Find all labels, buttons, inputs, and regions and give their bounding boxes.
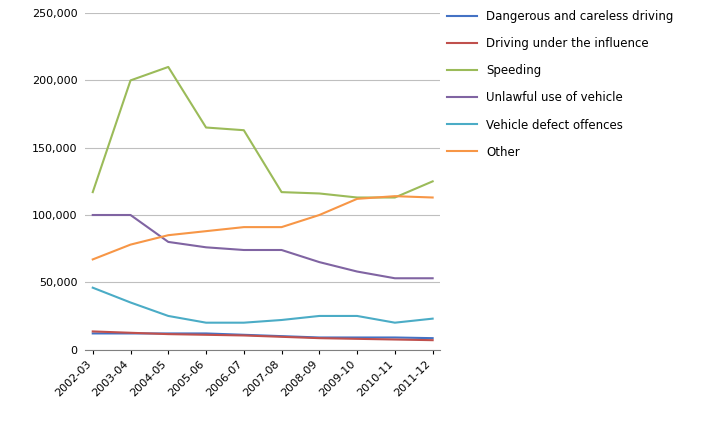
Unlawful use of vehicle xyxy=(315,260,324,265)
Other xyxy=(164,232,173,238)
Unlawful use of vehicle xyxy=(428,276,437,281)
Vehicle defect offences xyxy=(89,285,97,290)
Driving under the influence xyxy=(428,337,437,343)
Dangerous and careless driving xyxy=(315,335,324,340)
Driving under the influence xyxy=(239,333,248,338)
Vehicle defect offences xyxy=(428,316,437,321)
Driving under the influence xyxy=(164,332,173,337)
Speeding xyxy=(391,195,399,200)
Vehicle defect offences xyxy=(315,313,324,319)
Speeding xyxy=(353,195,361,200)
Legend: Dangerous and careless driving, Driving under the influence, Speeding, Unlawful : Dangerous and careless driving, Driving … xyxy=(444,7,677,162)
Speeding xyxy=(164,64,173,69)
Other xyxy=(391,194,399,199)
Other xyxy=(239,225,248,230)
Dangerous and careless driving xyxy=(239,332,248,337)
Line: Other: Other xyxy=(93,196,432,260)
Unlawful use of vehicle xyxy=(202,245,210,250)
Driving under the influence xyxy=(353,336,361,341)
Line: Vehicle defect offences: Vehicle defect offences xyxy=(93,288,432,323)
Other xyxy=(278,225,286,230)
Dangerous and careless driving xyxy=(164,331,173,336)
Vehicle defect offences xyxy=(278,317,286,323)
Driving under the influence xyxy=(315,336,324,341)
Dangerous and careless driving xyxy=(202,331,210,336)
Driving under the influence xyxy=(202,332,210,337)
Unlawful use of vehicle xyxy=(353,269,361,274)
Dangerous and careless driving xyxy=(89,331,97,336)
Unlawful use of vehicle xyxy=(89,212,97,218)
Dangerous and careless driving xyxy=(278,333,286,339)
Dangerous and careless driving xyxy=(428,336,437,341)
Unlawful use of vehicle xyxy=(164,239,173,245)
Vehicle defect offences xyxy=(239,320,248,325)
Speeding xyxy=(89,190,97,195)
Other xyxy=(89,257,97,262)
Speeding xyxy=(126,78,135,83)
Speeding xyxy=(315,191,324,196)
Speeding xyxy=(428,179,437,184)
Unlawful use of vehicle xyxy=(239,247,248,253)
Line: Dangerous and careless driving: Dangerous and careless driving xyxy=(93,333,432,338)
Vehicle defect offences xyxy=(126,300,135,305)
Other xyxy=(315,212,324,218)
Line: Speeding: Speeding xyxy=(93,67,432,198)
Driving under the influence xyxy=(126,330,135,336)
Line: Unlawful use of vehicle: Unlawful use of vehicle xyxy=(93,215,432,278)
Speeding xyxy=(278,190,286,195)
Other xyxy=(202,229,210,234)
Driving under the influence xyxy=(89,329,97,334)
Unlawful use of vehicle xyxy=(391,276,399,281)
Driving under the influence xyxy=(278,334,286,340)
Other xyxy=(126,242,135,247)
Dangerous and careless driving xyxy=(353,335,361,340)
Driving under the influence xyxy=(391,337,399,342)
Vehicle defect offences xyxy=(164,313,173,319)
Vehicle defect offences xyxy=(202,320,210,325)
Unlawful use of vehicle xyxy=(278,247,286,253)
Vehicle defect offences xyxy=(353,313,361,319)
Speeding xyxy=(239,128,248,133)
Vehicle defect offences xyxy=(391,320,399,325)
Other xyxy=(428,195,437,200)
Dangerous and careless driving xyxy=(126,331,135,336)
Unlawful use of vehicle xyxy=(126,212,135,218)
Other xyxy=(353,196,361,201)
Line: Driving under the influence: Driving under the influence xyxy=(93,331,432,340)
Speeding xyxy=(202,125,210,130)
Dangerous and careless driving xyxy=(391,335,399,340)
